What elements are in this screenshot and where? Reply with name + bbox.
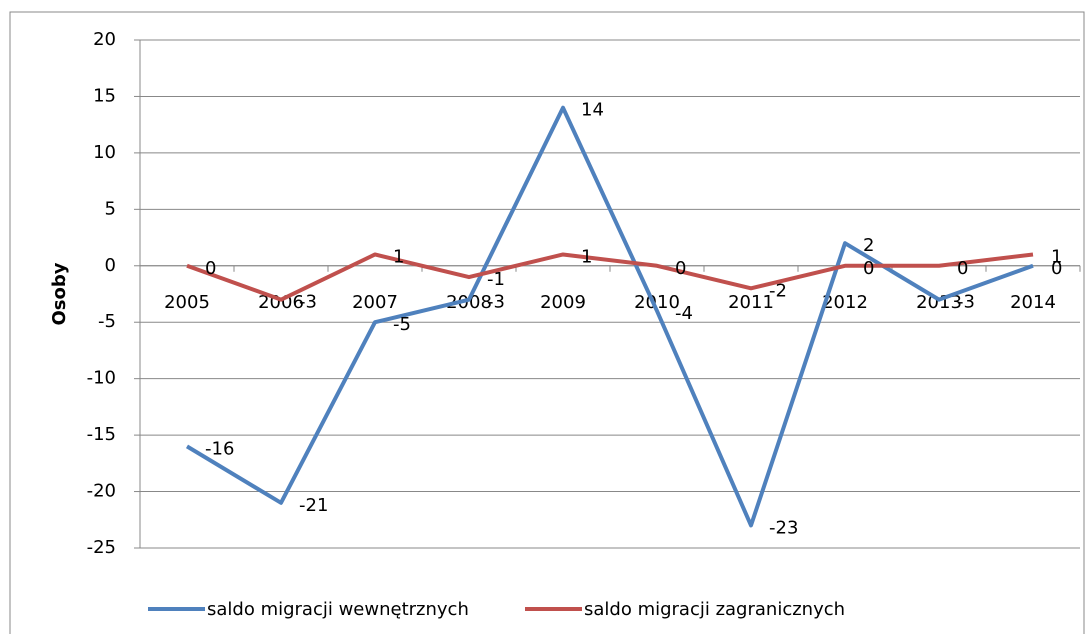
data-label: 0 [675,258,686,279]
y-axis-label: Osoby [49,262,70,325]
y-tick-label: 20 [93,29,116,50]
data-label: -23 [769,517,798,538]
data-label: 0 [205,258,216,279]
chart-frame [9,11,1085,634]
data-label: -3 [957,292,975,313]
data-label: 0 [957,258,968,279]
data-label: 1 [393,246,404,267]
y-tick-label: 5 [105,198,116,219]
data-label: -1 [487,269,505,290]
data-label: 14 [581,100,604,121]
x-tick-label: 2009 [540,292,586,313]
series-line [185,105,1034,528]
x-tick-label: 2005 [164,292,210,313]
y-tick-label: -20 [87,481,116,502]
x-tick-label: 2012 [822,292,868,313]
y-tick-label: 0 [105,255,116,276]
y-tick-label: -10 [87,368,116,389]
series-line [186,252,1034,302]
x-tick-label: 2010 [634,292,680,313]
y-tick-label: 10 [93,142,116,163]
data-label: -21 [299,495,328,516]
data-label: -3 [299,292,317,313]
data-label: 1 [1051,246,1062,267]
x-tick-label: 2014 [1010,292,1056,313]
x-tick-label: 2007 [352,292,398,313]
data-label: 0 [863,258,874,279]
y-tick-label: -5 [98,311,116,332]
x-tick-label: 2008 [446,292,492,313]
data-label: 1 [581,246,592,267]
data-label: -5 [393,314,411,335]
legend-label: saldo migracji zagranicznych [584,599,845,620]
y-tick-label: -15 [87,424,116,445]
x-tick-label: 2011 [728,292,774,313]
data-label: -2 [769,280,787,301]
data-label: -16 [205,438,234,459]
data-label: -3 [487,292,505,313]
y-tick-label: -25 [87,537,116,558]
y-tick-label: 15 [93,85,116,106]
data-label: -4 [675,303,693,324]
data-label: 2 [863,235,874,256]
data-label: 0 [1051,258,1062,279]
legend-label: saldo migracji wewnętrznych [207,599,469,620]
